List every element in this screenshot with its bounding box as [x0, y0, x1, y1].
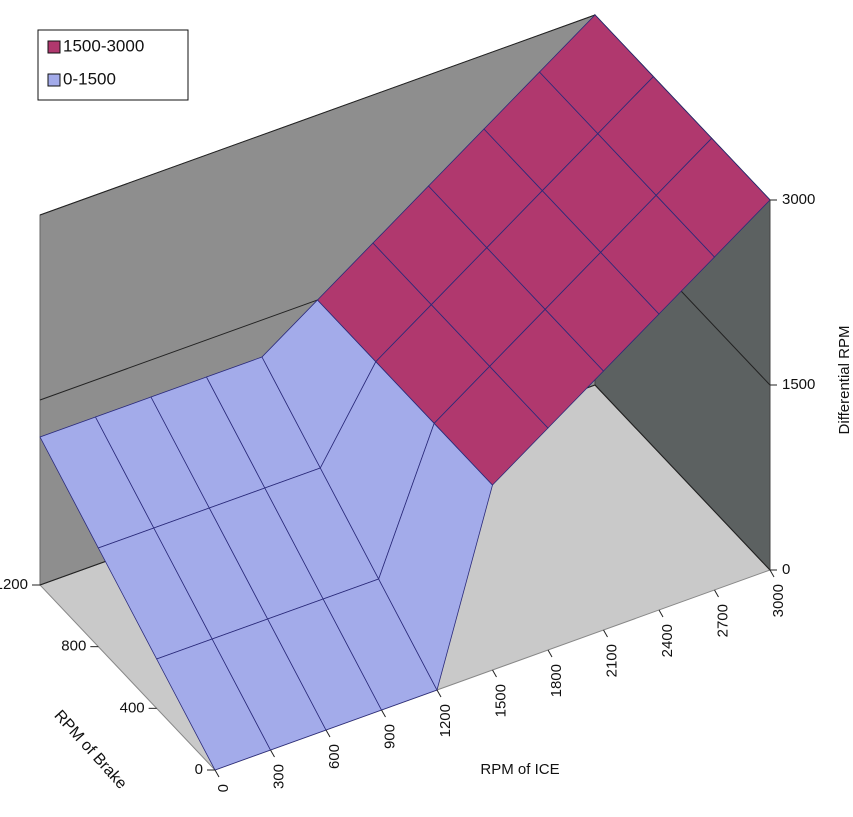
- x-tick-label: 300: [270, 764, 287, 789]
- x-tick-label: 600: [326, 744, 343, 769]
- y-tick-label: 0: [195, 761, 203, 778]
- surface: [39, 14, 771, 771]
- x-tick: [769, 569, 775, 578]
- y-axis-label: RPM of Brake: [51, 707, 130, 792]
- x-tick-label: 2100: [603, 644, 620, 677]
- x-tick: [658, 609, 664, 618]
- x-tick-label: 3000: [770, 584, 787, 617]
- y-tick-label: 800: [61, 638, 86, 655]
- x-tick: [547, 649, 553, 658]
- x-tick-label: 1500: [492, 684, 509, 717]
- legend-swatch: [47, 73, 61, 87]
- legend-box: [37, 29, 189, 101]
- y-tick-label: 400: [120, 699, 145, 716]
- axes: 0 1500 3000 0 300 600 900 1200 1500 1800 2100 2400 2…: [0, 191, 815, 792]
- x-tick: [270, 749, 275, 758]
- x-tick-label: 2400: [659, 624, 676, 657]
- x-tick-label: 0: [215, 784, 232, 792]
- x-tick-label: 900: [381, 724, 398, 749]
- legend-swatch: [47, 40, 61, 54]
- legend-label: 1500-3000: [63, 36, 144, 55]
- x-axis-label: RPM of ICE: [480, 761, 559, 778]
- x-tick: [436, 689, 442, 698]
- x-tick: [381, 709, 386, 718]
- legend-label: 0-1500: [63, 69, 116, 88]
- y-tick-label: 1200: [0, 576, 28, 593]
- x-tick-label: 1200: [437, 704, 454, 737]
- z-tick-label: 1500: [782, 376, 815, 393]
- surface-cell: [655, 137, 771, 258]
- x-tick: [603, 629, 608, 638]
- z-tick-label: 3000: [782, 191, 815, 208]
- x-tick: [214, 769, 220, 778]
- x-tick-label: 2700: [714, 604, 731, 637]
- x-tick: [325, 729, 331, 738]
- x-tick-label: 1800: [548, 664, 565, 697]
- z-tick-label: 0: [782, 561, 790, 578]
- x-tick: [492, 669, 497, 678]
- legend: 1500-3000 0-1500: [37, 29, 189, 101]
- x-tick: [714, 589, 719, 598]
- z-axis-label: Differential RPM: [836, 326, 853, 435]
